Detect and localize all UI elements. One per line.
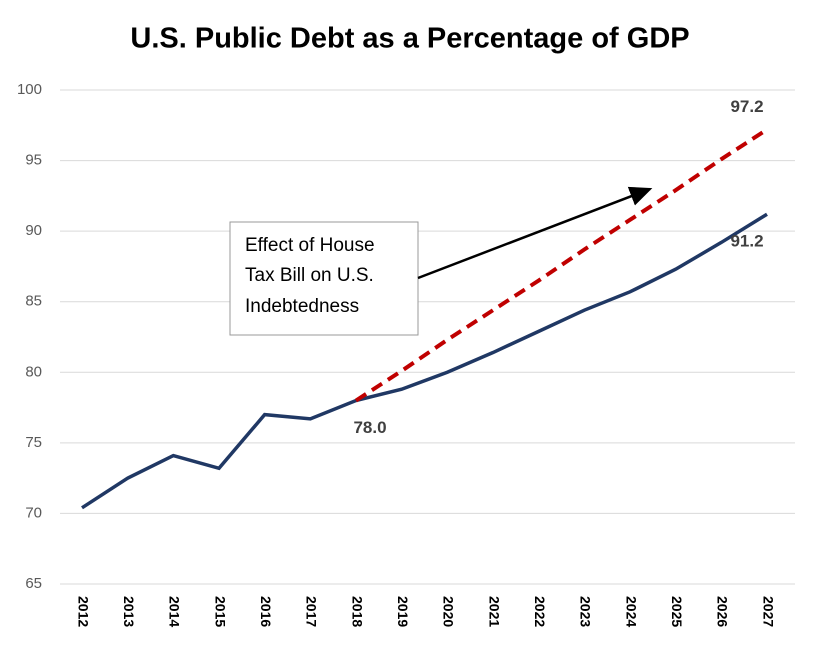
data-label: 97.2: [730, 97, 763, 116]
data-line: [81, 212, 768, 510]
annotation: Indebtedness: [245, 296, 359, 317]
x-tick-label: 2022: [532, 596, 548, 627]
annotation-box: [229, 221, 419, 336]
y-tick-label: 90: [25, 222, 42, 239]
x-tick-label: 2016: [258, 596, 274, 627]
chart-title: U.S. Public Debt as a Percentage of GDP: [130, 23, 689, 55]
x-tick-label: 2026: [715, 596, 731, 627]
x-tick-label: 2017: [304, 596, 320, 627]
x-tick-label: 2021: [486, 596, 502, 627]
x-tick-label: 2027: [760, 596, 776, 627]
x-tick-label: 2019: [395, 596, 411, 627]
annotation-arrow: [417, 186, 653, 280]
x-tick-label: 2025: [669, 596, 685, 627]
y-tick-label: 70: [25, 504, 42, 521]
y-tick-label: 80: [25, 363, 42, 380]
x-tick-label: 2012: [75, 596, 91, 627]
x-tick-label: 2024: [623, 596, 639, 627]
data-label: 91.2: [730, 232, 763, 251]
data-line: [354, 127, 769, 403]
y-tick-label: 65: [25, 575, 42, 592]
x-tick-label: 2020: [441, 596, 457, 627]
y-tick-label: 75: [25, 434, 42, 451]
y-tick-label: 95: [25, 152, 42, 169]
x-tick-label: 2018: [349, 596, 365, 627]
x-tick-label: 2023: [578, 596, 594, 627]
x-tick-label: 2013: [121, 596, 137, 627]
y-tick-label: 100: [17, 81, 42, 98]
x-tick-label: 2014: [167, 596, 183, 627]
data-label: 78.0: [353, 418, 386, 437]
annotation: Effect of House: [245, 235, 375, 256]
y-tick-label: 85: [25, 293, 42, 310]
annotation: Tax Bill on U.S.: [245, 265, 374, 286]
x-tick-label: 2015: [212, 596, 228, 627]
